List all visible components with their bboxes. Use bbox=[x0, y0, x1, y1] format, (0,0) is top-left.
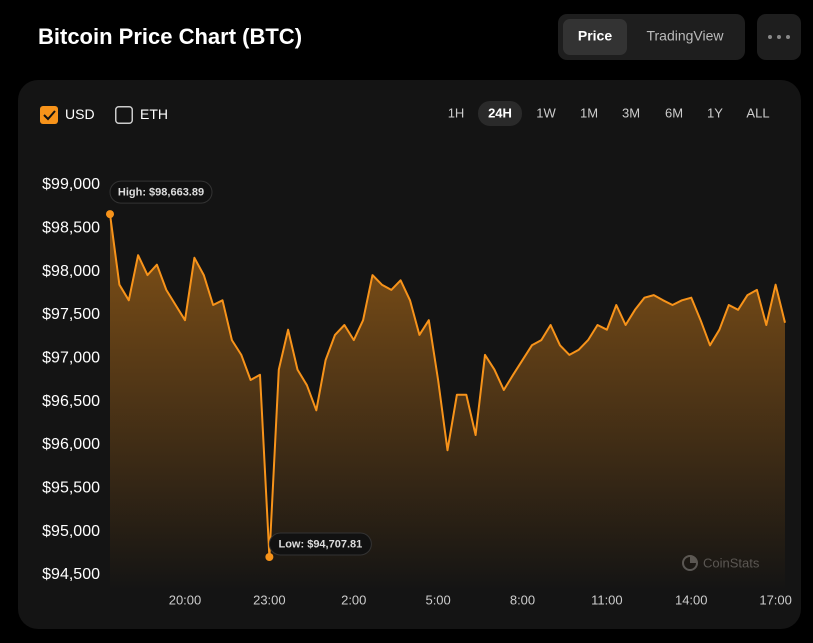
tab-label: Price bbox=[578, 28, 612, 44]
dot bbox=[768, 35, 772, 39]
checkbox-box bbox=[40, 106, 58, 124]
range-button[interactable]: 1Y bbox=[707, 105, 723, 120]
tab[interactable]: TradingView bbox=[646, 28, 724, 44]
x-tick-label: 14:00 bbox=[675, 592, 708, 607]
range-label: 1M bbox=[580, 105, 598, 120]
y-tick-label: $96,000 bbox=[42, 436, 100, 453]
tab-bg bbox=[563, 19, 627, 55]
range-label: 6M bbox=[665, 105, 683, 120]
area bbox=[110, 214, 785, 590]
x-tick-label: 23:00 bbox=[253, 592, 286, 607]
range-label: 24H bbox=[488, 105, 512, 120]
range-button[interactable]: 1M bbox=[580, 105, 598, 120]
currency-label: USD bbox=[65, 106, 95, 122]
currency-checkbox[interactable]: USD bbox=[40, 106, 95, 124]
tab-label: TradingView bbox=[646, 28, 724, 44]
y-tick-label: $96,500 bbox=[42, 393, 100, 410]
page-title: Bitcoin Price Chart (BTC) bbox=[38, 24, 302, 49]
y-tick-label: $95,000 bbox=[42, 523, 100, 540]
dot bbox=[786, 35, 790, 39]
range-label: 1W bbox=[536, 105, 556, 120]
annotation: High: $98,663.89 bbox=[118, 187, 204, 199]
range-button[interactable]: 6M bbox=[665, 105, 683, 120]
x-tick-label: 2:00 bbox=[341, 592, 366, 607]
annotation-box bbox=[268, 532, 372, 556]
range-button[interactable]: 24H bbox=[478, 101, 522, 126]
y-tick-label: $95,500 bbox=[42, 480, 100, 497]
annotation-box bbox=[109, 180, 213, 204]
y-tick-label: $94,500 bbox=[42, 566, 100, 583]
y-tick-label: $97,000 bbox=[42, 350, 100, 367]
range-label: 3M bbox=[622, 105, 640, 120]
x-tick-label: 8:00 bbox=[510, 592, 535, 607]
currency-label: ETH bbox=[140, 106, 168, 122]
range-button[interactable]: 1W bbox=[536, 105, 556, 120]
currency-checkbox[interactable]: ETH bbox=[115, 106, 168, 124]
range-label: 1H bbox=[448, 105, 465, 120]
range-button[interactable]: 1H bbox=[448, 105, 465, 120]
range-button[interactable]: 3M bbox=[622, 105, 640, 120]
y-tick-label: $99,000 bbox=[42, 176, 100, 193]
range-label: 1Y bbox=[707, 105, 723, 120]
y-tick-label: $98,500 bbox=[42, 220, 100, 237]
range-bg bbox=[478, 101, 522, 126]
tab[interactable]: Price bbox=[563, 19, 627, 55]
y-tick-label: $97,500 bbox=[42, 306, 100, 323]
checkmark bbox=[43, 110, 56, 121]
range-button[interactable]: ALL bbox=[746, 105, 769, 120]
x-tick-label: 17:00 bbox=[759, 592, 792, 607]
dot bbox=[777, 35, 781, 39]
extreme-point bbox=[106, 210, 114, 219]
annotation: Low: $94,707.81 bbox=[278, 538, 362, 550]
extreme-point bbox=[265, 552, 274, 561]
range-label: ALL bbox=[746, 105, 769, 120]
price-line bbox=[109, 213, 786, 558]
x-tick-label: 5:00 bbox=[425, 592, 450, 607]
y-tick-label: $98,000 bbox=[42, 263, 100, 280]
checkbox-box bbox=[115, 106, 133, 124]
more-button[interactable] bbox=[757, 14, 801, 60]
x-tick-label: 11:00 bbox=[591, 592, 623, 607]
x-tick-label: 20:00 bbox=[169, 592, 202, 607]
